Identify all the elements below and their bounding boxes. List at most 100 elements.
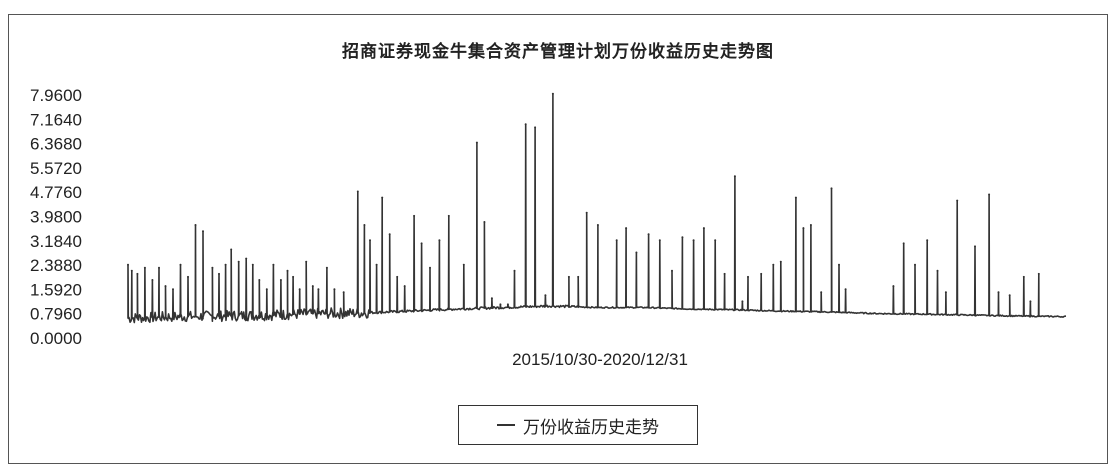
data-point [723, 272, 726, 275]
data-point [258, 279, 261, 281]
series-line [127, 93, 1067, 324]
data-point [164, 285, 167, 288]
data-point [671, 269, 673, 272]
data-point [760, 272, 763, 275]
data-point [151, 279, 154, 281]
y-tick-label: 2.3880 [30, 256, 82, 275]
data-point [483, 221, 486, 223]
data-point [194, 224, 197, 226]
data-point [926, 239, 929, 242]
data-point [513, 269, 516, 272]
data-point [375, 263, 378, 266]
data-point [830, 187, 833, 190]
y-axis: 7.9600 7.1640 6.3680 5.5720 4.7760 3.9800 3.18… [30, 86, 82, 348]
data-point [317, 288, 320, 291]
y-tick-label: 3.9800 [30, 208, 82, 227]
data-point [596, 224, 599, 226]
data-point [567, 275, 570, 278]
data-point [224, 263, 227, 266]
data-point [158, 266, 160, 269]
data-point [272, 263, 275, 266]
data-point [741, 300, 744, 303]
data-point [1029, 300, 1032, 303]
data-point [369, 239, 371, 242]
x-range-label: 2015/10/30-2020/12/31 [512, 350, 688, 369]
data-point [820, 291, 823, 294]
data-point [647, 233, 650, 236]
data-point [506, 303, 509, 306]
data-point [403, 285, 406, 288]
data-point [902, 242, 905, 245]
data-point [187, 275, 189, 278]
data-point [733, 175, 736, 178]
y-tick-label: 7.1640 [30, 110, 82, 129]
data-point [1037, 272, 1040, 275]
data-point [635, 251, 638, 254]
data-point [179, 263, 182, 266]
data-point [136, 272, 139, 275]
data-point [429, 266, 431, 269]
y-tick-label: 5.5720 [30, 159, 82, 178]
data-point [914, 263, 916, 266]
data-point [251, 263, 254, 266]
data-point [997, 291, 1000, 294]
data-point [838, 263, 840, 266]
data-point [438, 239, 441, 242]
legend-swatch [497, 424, 515, 426]
data-point [325, 266, 328, 269]
data-point [490, 297, 493, 300]
data-point [396, 275, 399, 278]
data-point [356, 190, 359, 193]
data-point [794, 196, 797, 199]
data-point [714, 239, 717, 242]
data-point [211, 266, 214, 269]
data-point [388, 233, 391, 236]
data-point [172, 288, 174, 291]
chart-title: 招商证券现金牛集合资产管理计划万份收益历史走势图 [342, 42, 774, 62]
data-point [702, 227, 705, 230]
data-point [692, 239, 695, 242]
data-point [681, 236, 684, 239]
data-point [265, 288, 268, 291]
data-point [218, 272, 220, 275]
data-point [658, 239, 661, 242]
data-point [499, 303, 502, 306]
data-point [286, 269, 289, 272]
data-point [577, 275, 580, 278]
data-point [279, 279, 282, 281]
data-point [936, 269, 939, 272]
data-point [202, 230, 204, 233]
data-point [1008, 294, 1011, 297]
data-point [292, 275, 295, 278]
chart-frame: 招商证券现金牛集合资产管理计划万份收益历史走势图 [8, 14, 1108, 464]
data-point [988, 193, 991, 196]
data-point [779, 260, 782, 263]
data-point [311, 285, 314, 288]
data-point [615, 239, 618, 242]
y-tick-label: 0.7960 [30, 305, 82, 324]
data-point [956, 199, 959, 202]
data-point [237, 260, 240, 263]
legend-series-name: 万份收益历史走势 [523, 417, 659, 438]
data-point [298, 288, 301, 291]
y-tick-label: 4.7760 [30, 183, 82, 202]
data-point [974, 245, 976, 248]
data-point [342, 291, 345, 294]
y-tick-label: 7.9600 [30, 86, 82, 105]
data-point [551, 92, 554, 95]
legend[interactable]: 万份收益历史走势 [458, 405, 698, 445]
data-point [413, 214, 416, 217]
y-tick-label: 3.1840 [30, 232, 82, 251]
data-point [802, 227, 805, 230]
data-point [462, 263, 465, 266]
data-point [363, 224, 366, 226]
data-point [475, 141, 478, 144]
data-point [447, 214, 450, 217]
data-point [809, 224, 812, 226]
y-tick-label: 0.0000 [30, 329, 82, 348]
data-point [585, 211, 588, 214]
data-point [130, 269, 133, 272]
data-point [544, 294, 547, 297]
data-point [381, 196, 384, 199]
